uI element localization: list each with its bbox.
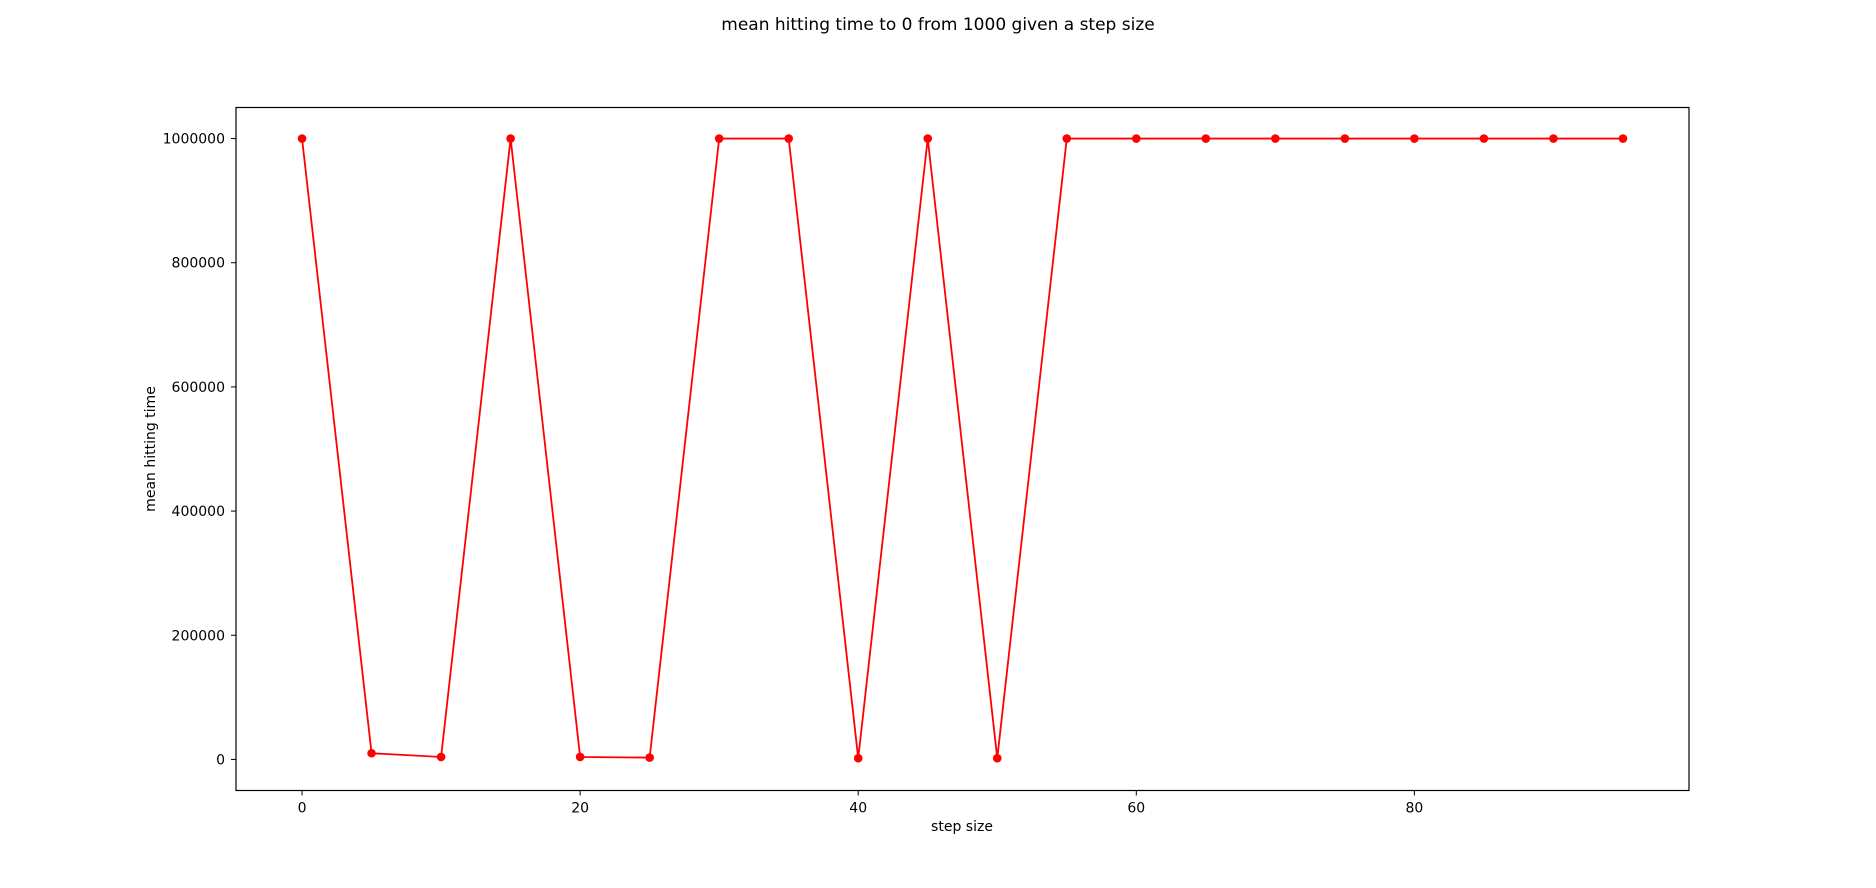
data-point <box>714 134 724 143</box>
data-point <box>1340 134 1350 143</box>
data-point <box>992 753 1002 763</box>
x-tick-label: 20 <box>571 801 589 817</box>
data-point <box>1479 134 1489 143</box>
data-point <box>1201 134 1211 143</box>
data-point <box>923 134 933 143</box>
x-axis: 0 20 40 60 80 <box>298 790 1423 817</box>
y-tick-label: 800000 <box>172 256 225 272</box>
series-layer <box>297 134 1628 763</box>
data-point <box>297 134 307 143</box>
plot-area-frame <box>235 106 1690 792</box>
x-tick-label: 60 <box>1127 801 1145 817</box>
y-tick-label: 0 <box>216 752 225 768</box>
data-point <box>1271 134 1280 143</box>
y-axis-label: mean hitting time <box>143 386 159 512</box>
data-point <box>575 752 585 762</box>
y-tick-label: 1000000 <box>163 132 225 148</box>
data-point <box>1062 134 1072 143</box>
data-point <box>853 753 863 763</box>
data-point <box>1132 134 1141 143</box>
data-point <box>367 748 376 758</box>
data-point <box>1618 134 1628 143</box>
y-tick-label: 200000 <box>172 628 225 644</box>
data-point <box>784 134 793 143</box>
data-point <box>1410 134 1419 143</box>
data-point <box>645 753 654 762</box>
y-tick-label: 400000 <box>172 504 225 520</box>
data-point <box>1549 134 1558 143</box>
y-tick-label: 600000 <box>172 380 225 396</box>
x-tick-label: 40 <box>849 801 867 817</box>
y-axis: 0 200000 400000 600000 800000 1000000 <box>163 132 236 768</box>
x-tick-label: 80 <box>1405 801 1423 817</box>
x-tick-label: 0 <box>298 801 307 817</box>
data-point <box>436 752 446 762</box>
data-point <box>506 134 515 143</box>
x-axis-label: step size <box>931 819 993 835</box>
series-line <box>301 137 1623 759</box>
chart-title: mean hitting time to 0 from 1000 given a… <box>721 15 1154 35</box>
